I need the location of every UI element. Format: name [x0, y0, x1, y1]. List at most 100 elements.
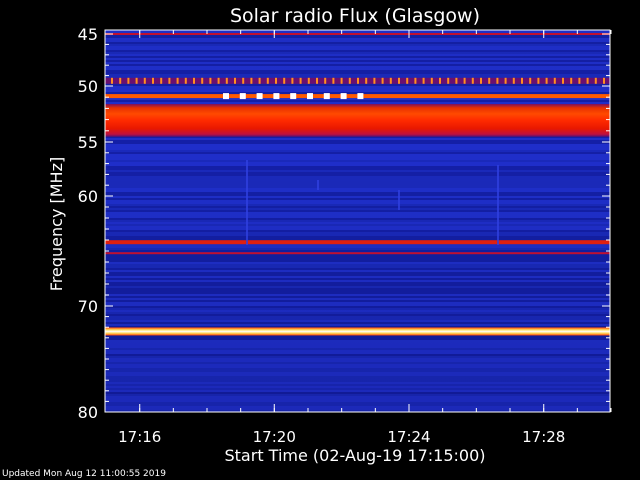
- noise-stripe: [105, 158, 610, 160]
- pulse-mark: [365, 77, 368, 84]
- pulse-mark: [439, 77, 441, 84]
- noise-stripe: [105, 228, 610, 230]
- spectrogram-plot-area: [105, 30, 610, 412]
- pulse-mark: [512, 77, 515, 84]
- y-tick-label: 50: [78, 77, 98, 96]
- pulse-mark: [242, 77, 245, 84]
- pulse-mark: [332, 77, 335, 84]
- pulse-mark: [422, 77, 425, 84]
- noise-stripe: [105, 60, 610, 62]
- pulse-mark: [307, 77, 310, 84]
- pulse-mark: [570, 77, 573, 84]
- noise-stripe: [105, 30, 610, 32]
- noise-stripe: [105, 212, 610, 214]
- noise-stripe: [105, 222, 610, 224]
- noise-stripe: [105, 300, 610, 302]
- noise-stripe: [105, 284, 610, 286]
- noise-stripe: [105, 356, 610, 358]
- noise-stripe: [105, 376, 610, 378]
- noise-stripe: [105, 268, 610, 270]
- pulse-mark: [266, 77, 269, 84]
- pulse-mark: [357, 93, 364, 100]
- noise-stripe: [105, 84, 610, 86]
- pulse-mark: [594, 77, 597, 84]
- x-axis: 17:16 17:20 17:24 17:28: [118, 30, 612, 446]
- noise-stripe: [105, 382, 610, 384]
- noise-stripe: [105, 258, 610, 260]
- pulse-mark: [398, 77, 400, 84]
- pulse-mark: [578, 77, 581, 84]
- noise-stripe: [105, 274, 610, 276]
- noise-stripe: [105, 366, 610, 368]
- noise-stripe: [105, 244, 610, 246]
- pulse-mark: [176, 77, 179, 84]
- noise-stripe: [105, 314, 610, 316]
- noise-stripe: [105, 224, 610, 226]
- noise-stripe: [105, 44, 610, 46]
- noise-stripe: [105, 292, 610, 294]
- noise-stripe: [105, 150, 610, 152]
- y-tick-label: 60: [78, 187, 98, 206]
- pulse-mark: [340, 77, 343, 84]
- noise-stripe: [105, 214, 610, 216]
- noise-stripe: [105, 390, 610, 392]
- noise-stripe: [105, 64, 610, 66]
- pulse-mark: [273, 93, 280, 100]
- noise-stripe: [105, 408, 610, 410]
- band-65.2mhz: [105, 252, 610, 255]
- noise-stripe: [105, 90, 610, 92]
- pulse-mark: [209, 77, 212, 84]
- x-tick-label: 17:28: [522, 428, 565, 446]
- pulse-mark: [135, 77, 138, 84]
- noise-stripe: [105, 218, 610, 220]
- noise-stripe: [105, 66, 610, 68]
- noise-stripe: [105, 100, 610, 102]
- pulse-mark: [299, 77, 302, 84]
- noise-stripe: [105, 156, 610, 158]
- pulse-mark: [168, 77, 171, 84]
- burst-streak: [497, 165, 499, 245]
- pulse-mark: [119, 77, 122, 84]
- noise-stripe: [105, 392, 610, 394]
- pulse-mark: [471, 77, 474, 84]
- noise-stripe: [105, 294, 610, 296]
- noise-stripe: [105, 170, 610, 172]
- pulse-mark: [217, 77, 220, 84]
- pulse-mark: [348, 77, 351, 84]
- footer-updated-timestamp: Updated Mon Aug 12 11:00:55 2019: [2, 469, 166, 479]
- noise-stripe: [105, 288, 610, 290]
- noise-stripe: [105, 36, 610, 38]
- noise-stripe: [105, 190, 610, 192]
- pulse-mark: [463, 77, 466, 84]
- pulse-mark: [381, 77, 384, 84]
- noise-stripe: [105, 254, 610, 256]
- burst-streak: [246, 160, 248, 245]
- noise-stripe: [105, 62, 610, 64]
- noise-stripe: [105, 342, 610, 344]
- noise-stripe: [105, 42, 610, 44]
- noise-stripe: [105, 326, 610, 328]
- noise-stripe: [105, 182, 610, 184]
- pulse-mark: [258, 77, 261, 84]
- noise-stripe: [105, 400, 610, 402]
- noise-stripe: [105, 278, 610, 280]
- noise-stripe: [105, 140, 610, 142]
- noise-stripe: [105, 350, 610, 352]
- noise-stripe: [105, 144, 610, 146]
- noise-stripe: [105, 348, 610, 350]
- pulse-mark: [488, 77, 491, 84]
- noise-stripe: [105, 54, 610, 56]
- pulse-mark: [184, 77, 187, 84]
- noise-stripe: [105, 344, 610, 346]
- noise-stripe: [105, 136, 610, 138]
- noise-stripe: [105, 270, 610, 272]
- noise-stripe: [105, 142, 610, 144]
- noise-stripe: [105, 234, 610, 236]
- noise-stripe: [105, 68, 610, 70]
- noise-stripe: [105, 148, 610, 150]
- noise-stripe: [105, 286, 610, 288]
- pulse-mark: [234, 77, 236, 84]
- noise-stripe: [105, 154, 610, 156]
- noise-stripe: [105, 394, 610, 396]
- x-tick-label: 17:16: [118, 428, 161, 446]
